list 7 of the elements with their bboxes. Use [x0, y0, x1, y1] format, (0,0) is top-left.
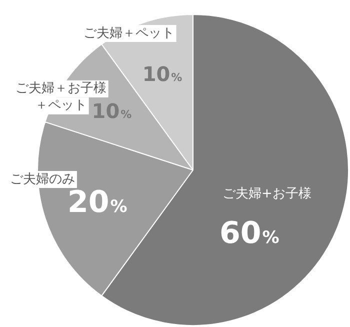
data-label: 10%: [142, 62, 182, 86]
data-label: 10%: [92, 98, 132, 123]
slice-label: ご夫婦のみ: [10, 172, 75, 187]
data-label: 20%: [67, 185, 128, 220]
slice-label: ご夫婦+お子様: [222, 186, 312, 202]
slice-label: ご夫婦＋ペット: [83, 26, 174, 41]
data-label: 60%: [220, 216, 280, 251]
